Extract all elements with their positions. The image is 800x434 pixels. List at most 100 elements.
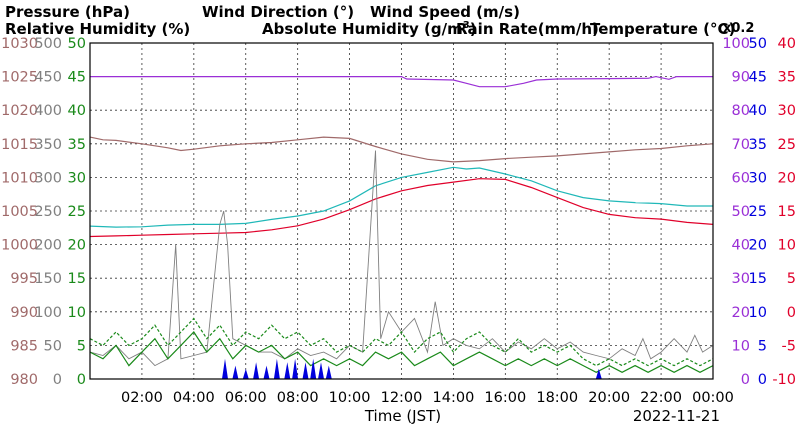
temperature-tick: 30	[778, 103, 796, 119]
rain-rate-tick: 15	[749, 271, 767, 287]
rain-rate-bar	[242, 368, 249, 379]
rain-rate-bars	[222, 358, 602, 379]
temperature-tick: -10	[772, 372, 796, 388]
pressure-tick: 995	[10, 271, 38, 287]
wind-direction-tick: 0	[53, 372, 62, 388]
x-axis-label: Time (JST)	[364, 407, 441, 425]
temperature-line	[89, 178, 714, 238]
legend-wind-speed: Wind Speed (m/s)	[370, 3, 520, 21]
wind-direction-tick: 500	[34, 36, 62, 52]
rain-rate-tick: 5	[758, 338, 767, 354]
pressure-tick: 1030	[1, 36, 38, 52]
temperature-tick: 15	[778, 204, 796, 220]
wind-direction-tick: 300	[34, 170, 62, 186]
legend-rain-rate: Rain Rate(mm/h)	[456, 20, 599, 38]
temperature-tick: 10	[778, 238, 796, 254]
relative-humidity-tick: 70	[732, 137, 750, 153]
wind-speed-tick: 20	[68, 238, 86, 254]
x-tick-label: 00:00	[692, 390, 734, 406]
x-tick-label: 22:00	[640, 390, 682, 406]
wind-speed-tick: 25	[68, 204, 86, 220]
wind-speed-tick: 10	[68, 305, 86, 321]
wind-direction-tick: 350	[34, 137, 62, 153]
relative-humidity-tick: 20	[732, 305, 750, 321]
pressure-tick: 1005	[1, 204, 38, 220]
wind-speed-tick: 45	[68, 70, 86, 86]
wind-speed-gust-line	[89, 317, 714, 367]
wind-direction-tick: 250	[34, 204, 62, 220]
x-tick-label: 12:00	[381, 390, 423, 406]
relative-humidity-tick: 100	[722, 36, 750, 52]
legend-wind-direction: Wind Direction (°)	[202, 3, 354, 21]
temperature-tick: 25	[778, 137, 796, 153]
relative-humidity-tick: 30	[732, 271, 750, 287]
x-tick-label: 08:00	[277, 390, 319, 406]
relative-humidity-tick: 60	[732, 170, 750, 186]
wind-speed-tick: 40	[68, 103, 86, 119]
wind-direction-tick: 50	[44, 338, 62, 354]
rain-rate-tick: 10	[749, 305, 767, 321]
pressure-tick: 1010	[1, 170, 38, 186]
wind-speed-tick: 35	[68, 137, 86, 153]
scale-note: x0.2	[723, 21, 754, 36]
temperature-tick: 5	[787, 271, 796, 287]
x-tick-label: 14:00	[433, 390, 475, 406]
x-tick-label: 16:00	[484, 390, 526, 406]
x-tick-label: 02:00	[121, 390, 163, 406]
legend-pressure: Pressure (hPa)	[5, 3, 130, 21]
wind-direction-tick: 200	[34, 238, 62, 254]
rain-rate-bar	[253, 362, 260, 379]
rain-rate-bar	[222, 358, 228, 379]
rain-rate-bar	[310, 358, 317, 379]
rain-rate-bar	[325, 365, 332, 379]
wind-speed-tick: 30	[68, 170, 86, 186]
rain-rate-tick: 45	[749, 70, 767, 86]
rain-rate-tick: 20	[749, 238, 767, 254]
wind-speed-line	[89, 331, 714, 373]
wind-speed-tick: 15	[68, 271, 86, 287]
wind-direction-tick: 400	[34, 103, 62, 119]
pressure-tick: 1020	[1, 103, 38, 119]
date-label: 2022-11-21	[633, 407, 720, 425]
wind-speed-tick: 5	[77, 338, 86, 354]
wind-direction-tick: 450	[34, 70, 62, 86]
x-tick-label: 06:00	[225, 390, 267, 406]
x-tick-label: 20:00	[588, 390, 630, 406]
pressure-tick: 990	[10, 305, 38, 321]
rain-rate-bar	[263, 365, 270, 379]
temperature-tick: 20	[778, 170, 796, 186]
rain-rate-tick: 0	[758, 372, 767, 388]
legend-row-1: Pressure (hPa) Wind Direction (°) Wind S…	[5, 3, 520, 21]
legend-absolute-humidity: Absolute Humidity (g/m3)	[262, 20, 477, 38]
relative-humidity-tick: 80	[732, 103, 750, 119]
temperature-tick: 35	[778, 70, 796, 86]
legend-absolute-humidity-base: Absolute Humidity (g/m	[262, 20, 463, 38]
wind-direction-line	[89, 150, 714, 367]
relative-humidity-tick: 90	[732, 70, 750, 86]
rain-rate-tick: 50	[749, 36, 767, 52]
absolute-humidity-line	[89, 166, 713, 228]
rain-rate-tick: 25	[749, 204, 767, 220]
relative-humidity-line	[90, 75, 713, 88]
x-tick-label: 04:00	[173, 390, 215, 406]
pressure-tick: 1015	[1, 137, 38, 153]
series-lines	[89, 75, 714, 373]
rain-rate-tick: 30	[749, 170, 767, 186]
x-tick-label: 10:00	[329, 390, 371, 406]
rain-rate-bar	[232, 365, 239, 379]
legend-relative-humidity: Relative Humidity (%)	[5, 20, 190, 38]
wind-speed-tick: 0	[77, 372, 86, 388]
wind-direction-tick: 100	[34, 305, 62, 321]
relative-humidity-tick: 40	[732, 238, 750, 254]
rain-rate-tick: 40	[749, 103, 767, 119]
wind-direction-tick: 150	[34, 271, 62, 287]
rain-rate-bar	[595, 368, 602, 379]
axis-ticks: 1030102510201015101010051000995990985980…	[1, 36, 796, 406]
pressure-tick: 1000	[1, 238, 38, 254]
legend-absolute-humidity-sup: 3	[463, 20, 470, 31]
plot-frame	[89, 42, 714, 380]
temperature-tick: 0	[787, 305, 796, 321]
relative-humidity-tick: 0	[741, 372, 750, 388]
relative-humidity-tick: 10	[732, 338, 750, 354]
